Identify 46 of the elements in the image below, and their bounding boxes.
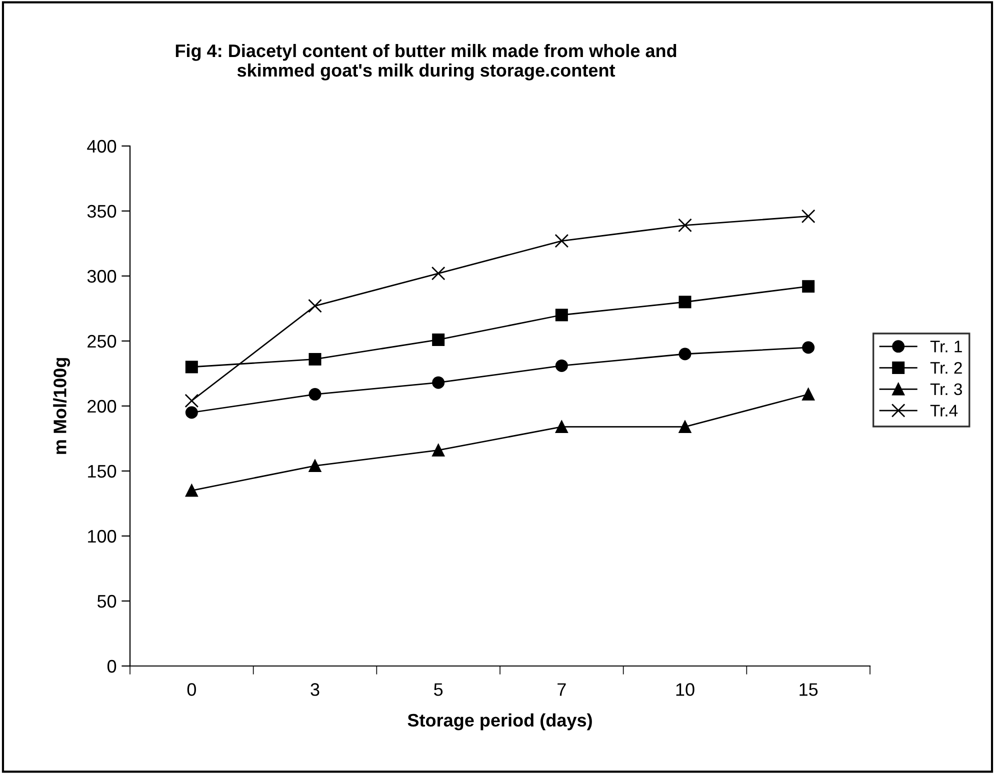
point bbox=[185, 406, 198, 419]
point bbox=[308, 460, 322, 472]
point bbox=[432, 376, 445, 389]
point bbox=[432, 333, 445, 346]
y-tick-label: 400 bbox=[87, 140, 116, 153]
x-tick-label: 7 bbox=[558, 683, 566, 696]
x-tick-label: 5 bbox=[434, 683, 443, 696]
x-tick-label: 15 bbox=[800, 683, 818, 696]
point bbox=[432, 444, 445, 456]
point bbox=[185, 484, 198, 497]
x-tick-label: 3 bbox=[310, 683, 320, 696]
point bbox=[431, 266, 446, 280]
legend-label: Tr. 3 bbox=[930, 383, 962, 396]
point bbox=[554, 234, 569, 248]
y-tick-label: 50 bbox=[97, 594, 116, 608]
point bbox=[555, 359, 568, 372]
legend-label: Tr. 1 bbox=[930, 340, 962, 352]
y-tick-label: 300 bbox=[87, 270, 116, 283]
point bbox=[802, 280, 815, 293]
y-tick-label: 100 bbox=[88, 530, 116, 543]
point bbox=[308, 352, 322, 366]
y-tick-label: 0 bbox=[107, 660, 116, 673]
y-tick-label: 250 bbox=[88, 334, 116, 348]
point bbox=[678, 296, 692, 308]
chart-title: Fig 4: Diacetyl content of butter milk made from whole and skimmed goat's milk during storage.content bbox=[176, 44, 676, 80]
y-tick-label: 350 bbox=[87, 204, 116, 218]
point bbox=[184, 394, 199, 408]
y-tick-label: 200 bbox=[88, 400, 116, 413]
point bbox=[308, 298, 322, 313]
point bbox=[555, 420, 568, 434]
y-axis-title: m Mol/100g bbox=[53, 358, 70, 454]
point bbox=[678, 218, 692, 232]
point bbox=[678, 348, 692, 360]
y-tick-label: 150 bbox=[88, 464, 116, 478]
point bbox=[802, 388, 815, 401]
legend-label: Tr. 2 bbox=[930, 362, 962, 374]
point bbox=[801, 209, 816, 224]
x-axis-title: Storage period (days) bbox=[408, 713, 592, 730]
point bbox=[308, 388, 322, 401]
point bbox=[678, 420, 692, 434]
point bbox=[185, 360, 198, 374]
point bbox=[555, 308, 568, 322]
x-tick-label: 10 bbox=[676, 683, 694, 696]
legend-label: Tr.4 bbox=[930, 404, 958, 416]
point bbox=[802, 341, 815, 354]
x-tick-label: 0 bbox=[187, 683, 196, 696]
